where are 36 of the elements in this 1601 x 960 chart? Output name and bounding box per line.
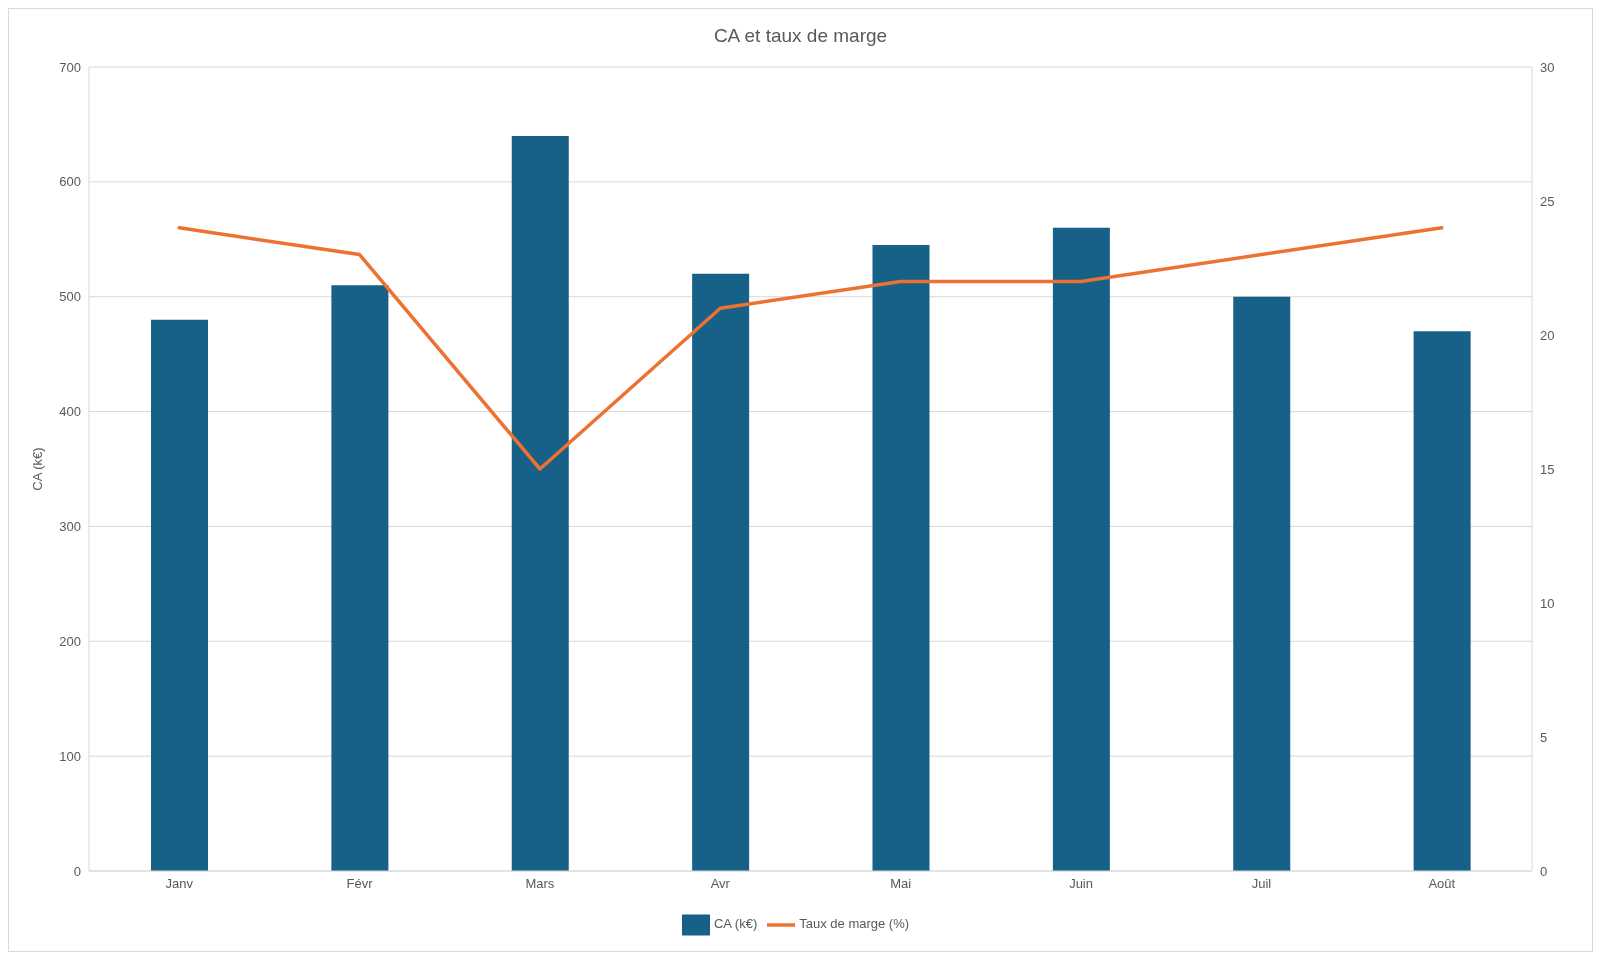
bar: [331, 285, 389, 871]
bar: [511, 135, 569, 871]
bar: [1052, 227, 1110, 871]
y-tick-label: 0: [73, 863, 81, 879]
y2-tick-label: 5: [1540, 729, 1548, 745]
y2-tick-label: 0: [1540, 863, 1548, 879]
bar: [1233, 296, 1291, 871]
y-tick-label: 400: [59, 404, 81, 420]
y-tick-label: 600: [59, 174, 81, 190]
y2-tick-label: 25: [1540, 193, 1555, 209]
y2-tick-label: 20: [1540, 327, 1555, 343]
bar: [692, 273, 750, 871]
x-tick-label: Mars: [525, 876, 555, 892]
y-tick-label: 500: [59, 289, 81, 305]
x-tick-label: Janv: [165, 876, 194, 892]
x-tick-label: Févr: [346, 876, 374, 892]
y-tick-label: 700: [59, 59, 81, 75]
y2-tick-label: 15: [1540, 461, 1555, 477]
x-tick-label: Août: [1428, 876, 1456, 892]
y-tick-label: 200: [59, 633, 81, 649]
bar: [872, 245, 930, 871]
line-series: [177, 226, 1444, 471]
x-tick-label: Juin: [1069, 876, 1093, 892]
chart-title: CA et taux de marge: [712, 25, 889, 48]
y-axis-title: CA (k€): [29, 447, 45, 491]
bar: [1413, 331, 1471, 871]
x-tick-label: Juil: [1251, 876, 1272, 892]
y-tick-label: 300: [59, 519, 81, 535]
bar: [151, 319, 208, 871]
y2-tick-label: 30: [1540, 59, 1555, 75]
y2-tick-label: 10: [1540, 595, 1555, 611]
x-tick-label: Avr: [710, 876, 731, 892]
legend-label: Taux de marge (%): [799, 916, 910, 932]
x-tick-label: Mai: [890, 876, 912, 892]
y-tick-label: 100: [59, 748, 81, 764]
legend-label: CA (k€): [713, 916, 758, 932]
